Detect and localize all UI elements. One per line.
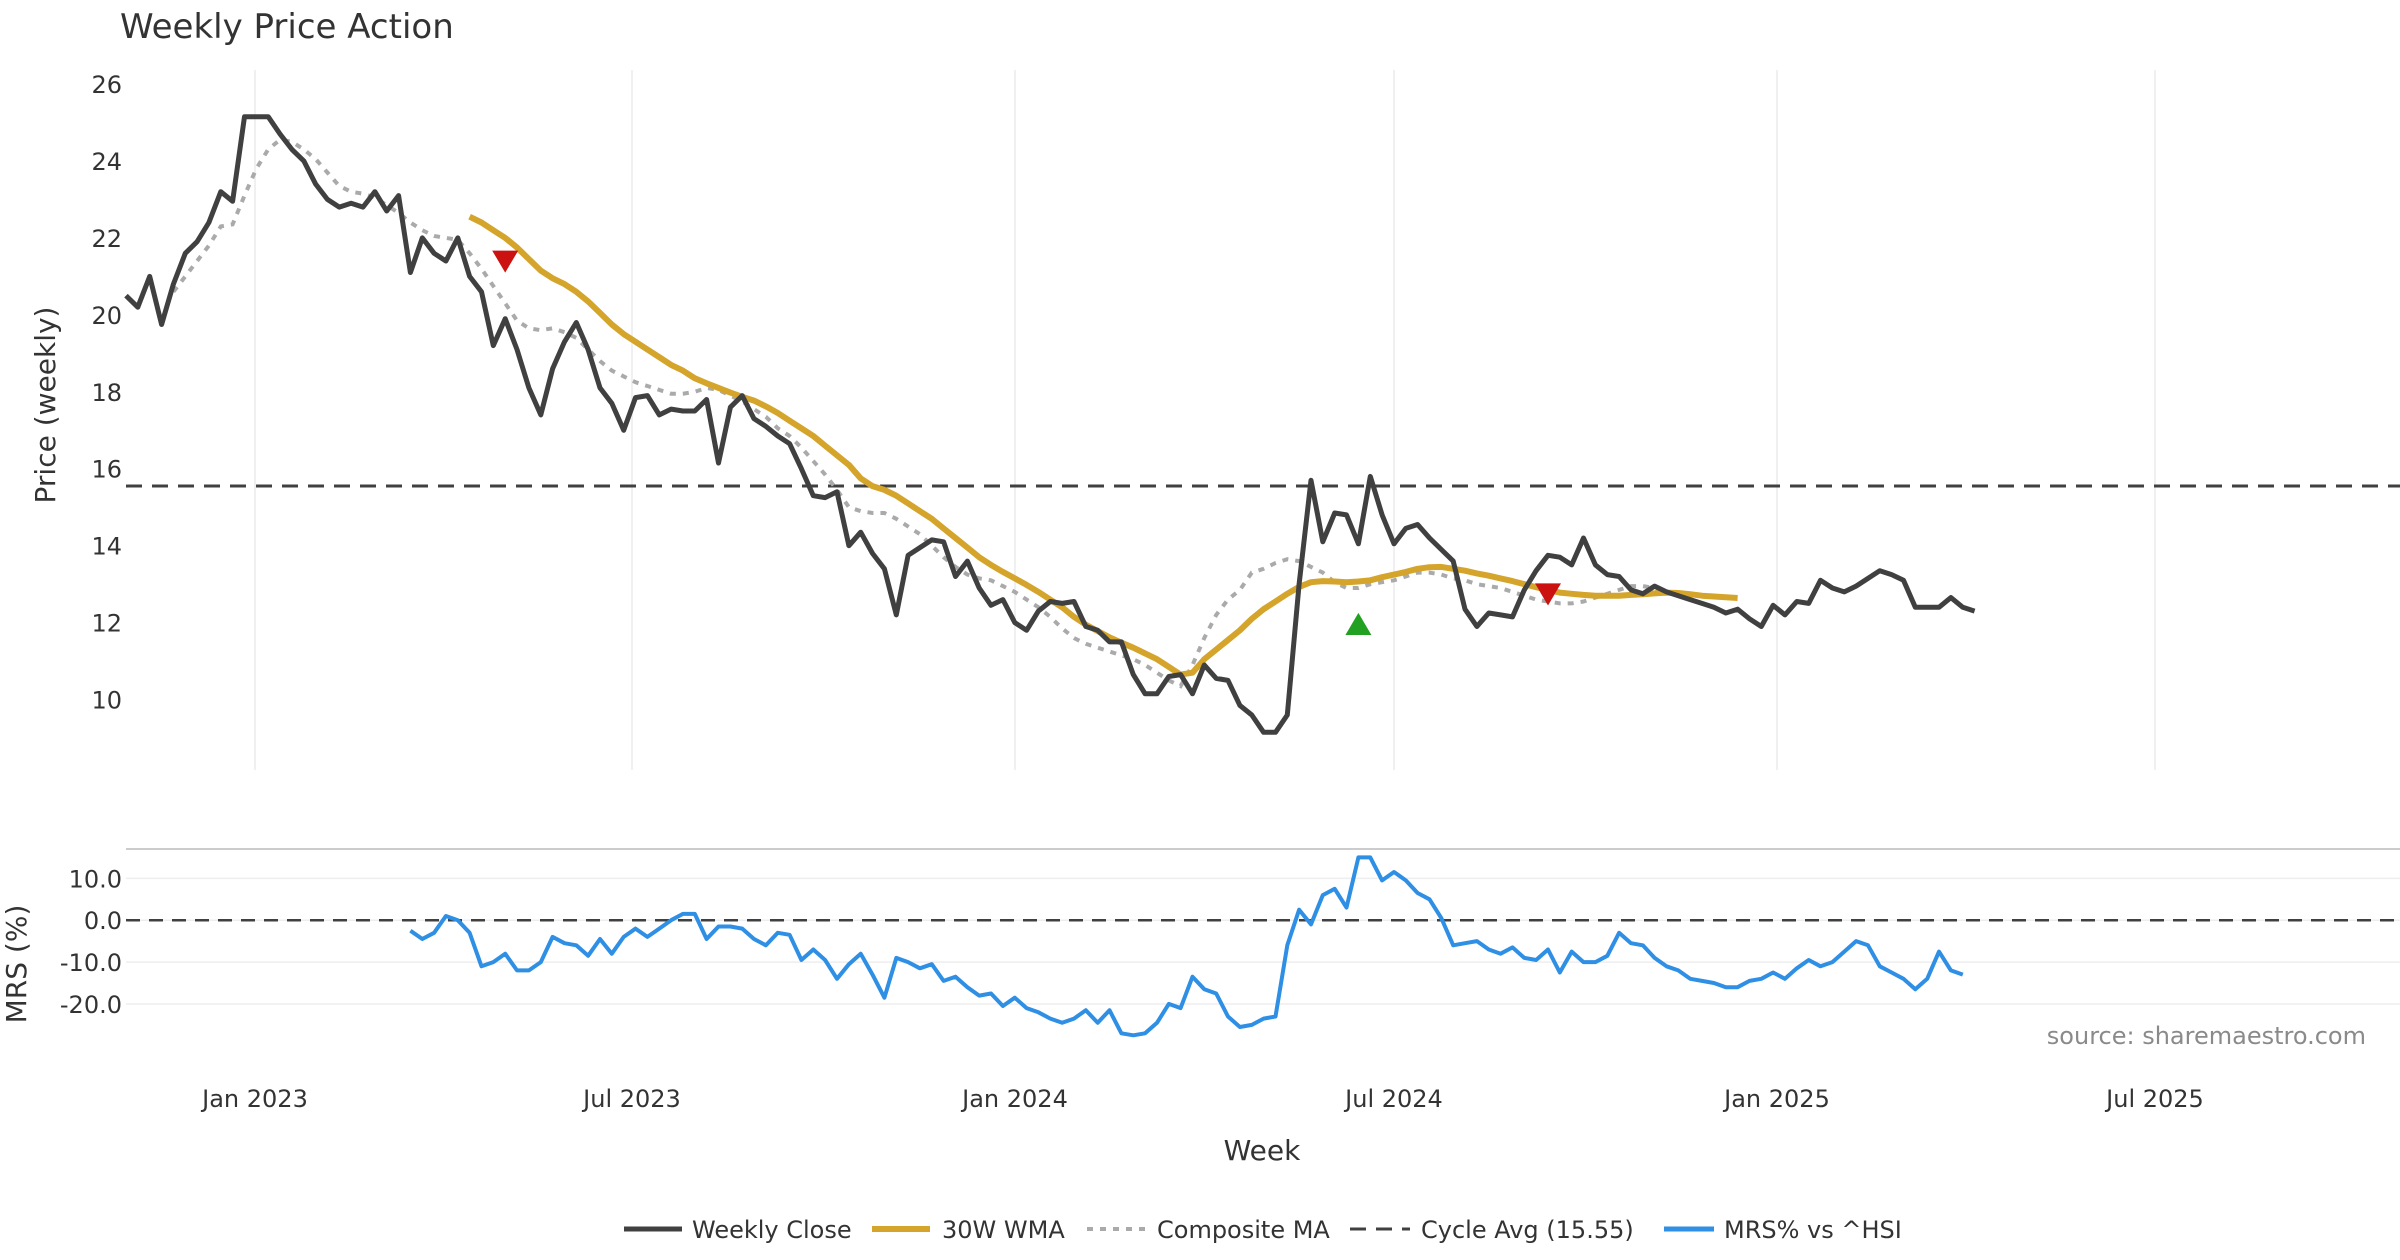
x-tick-label: Jul 2025 bbox=[2104, 1085, 2204, 1113]
mrs-y-axis-label: MRS (%) bbox=[0, 905, 33, 1024]
price-y-tick-label: 10 bbox=[91, 687, 122, 715]
legend-label-weekly-close: Weekly Close bbox=[692, 1216, 852, 1244]
legend-label-cycle-avg: Cycle Avg (15.55) bbox=[1421, 1216, 1634, 1244]
x-tick-label: Jan 2023 bbox=[200, 1085, 308, 1113]
price-panel-grid bbox=[254, 70, 2156, 770]
price-y-tick-label: 20 bbox=[91, 302, 122, 330]
chart-title: Weekly Price Action bbox=[120, 7, 454, 47]
mrs-y-tick-label: -20.0 bbox=[60, 991, 122, 1019]
price-y-tick-label: 12 bbox=[91, 610, 122, 638]
legend-label-mrs: MRS% vs ^HSI bbox=[1724, 1216, 1902, 1244]
price-y-tick-label: 24 bbox=[91, 148, 122, 176]
signal-markers bbox=[492, 250, 1561, 635]
mrs-y-tick-label: -10.0 bbox=[60, 949, 122, 977]
legend-item-composite-ma: Composite MA bbox=[1087, 1216, 1330, 1244]
price-y-tick-label: 22 bbox=[91, 225, 122, 253]
legend-item-cycle-avg: Cycle Avg (15.55) bbox=[1350, 1216, 1634, 1244]
x-tick-label: Jul 2023 bbox=[581, 1085, 681, 1113]
mrs-line bbox=[409, 855, 1964, 1038]
price-y-tick-label: 14 bbox=[91, 533, 122, 561]
price-y-tick-label: 18 bbox=[91, 379, 122, 407]
mrs-panel-y-ticks: 10.0 0.0 -10.0 -20.0 bbox=[60, 865, 122, 1019]
legend-item-wma: 30W WMA bbox=[872, 1216, 1065, 1244]
source-watermark: source: sharemaestro.com bbox=[2047, 1022, 2366, 1050]
mrs-y-tick-label: 0.0 bbox=[84, 907, 122, 935]
sell-signal-marker bbox=[492, 250, 519, 273]
price-panel-y-ticks: 10 12 14 16 18 20 22 24 26 bbox=[91, 71, 122, 715]
legend-item-weekly-close: Weekly Close bbox=[624, 1216, 852, 1244]
legend-item-mrs: MRS% vs ^HSI bbox=[1664, 1216, 1902, 1244]
legend: Weekly Close 30W WMA Composite MA Cycle … bbox=[624, 1216, 1902, 1244]
x-tick-label: Jul 2024 bbox=[1343, 1085, 1443, 1113]
price-y-tick-label: 16 bbox=[91, 456, 122, 484]
x-axis-ticks: Jan 2023 Jul 2023 Jan 2024 Jul 2024 Jan 2025… bbox=[200, 1085, 2204, 1113]
legend-label-composite-ma: Composite MA bbox=[1157, 1216, 1330, 1244]
price-y-axis-label: Price (weekly) bbox=[29, 307, 62, 504]
x-axis-label: Week bbox=[1224, 1134, 1301, 1167]
buy-signal-marker bbox=[1345, 612, 1372, 635]
mrs-y-tick-label: 10.0 bbox=[69, 865, 122, 893]
sell-signal-marker bbox=[1535, 583, 1561, 606]
weekly-close-line bbox=[124, 114, 1976, 735]
x-tick-label: Jan 2025 bbox=[1722, 1085, 1830, 1113]
x-tick-label: Jan 2024 bbox=[960, 1085, 1068, 1113]
composite-ma-line bbox=[171, 137, 1668, 689]
legend-label-wma: 30W WMA bbox=[942, 1216, 1065, 1244]
price-y-tick-label: 26 bbox=[91, 71, 122, 99]
